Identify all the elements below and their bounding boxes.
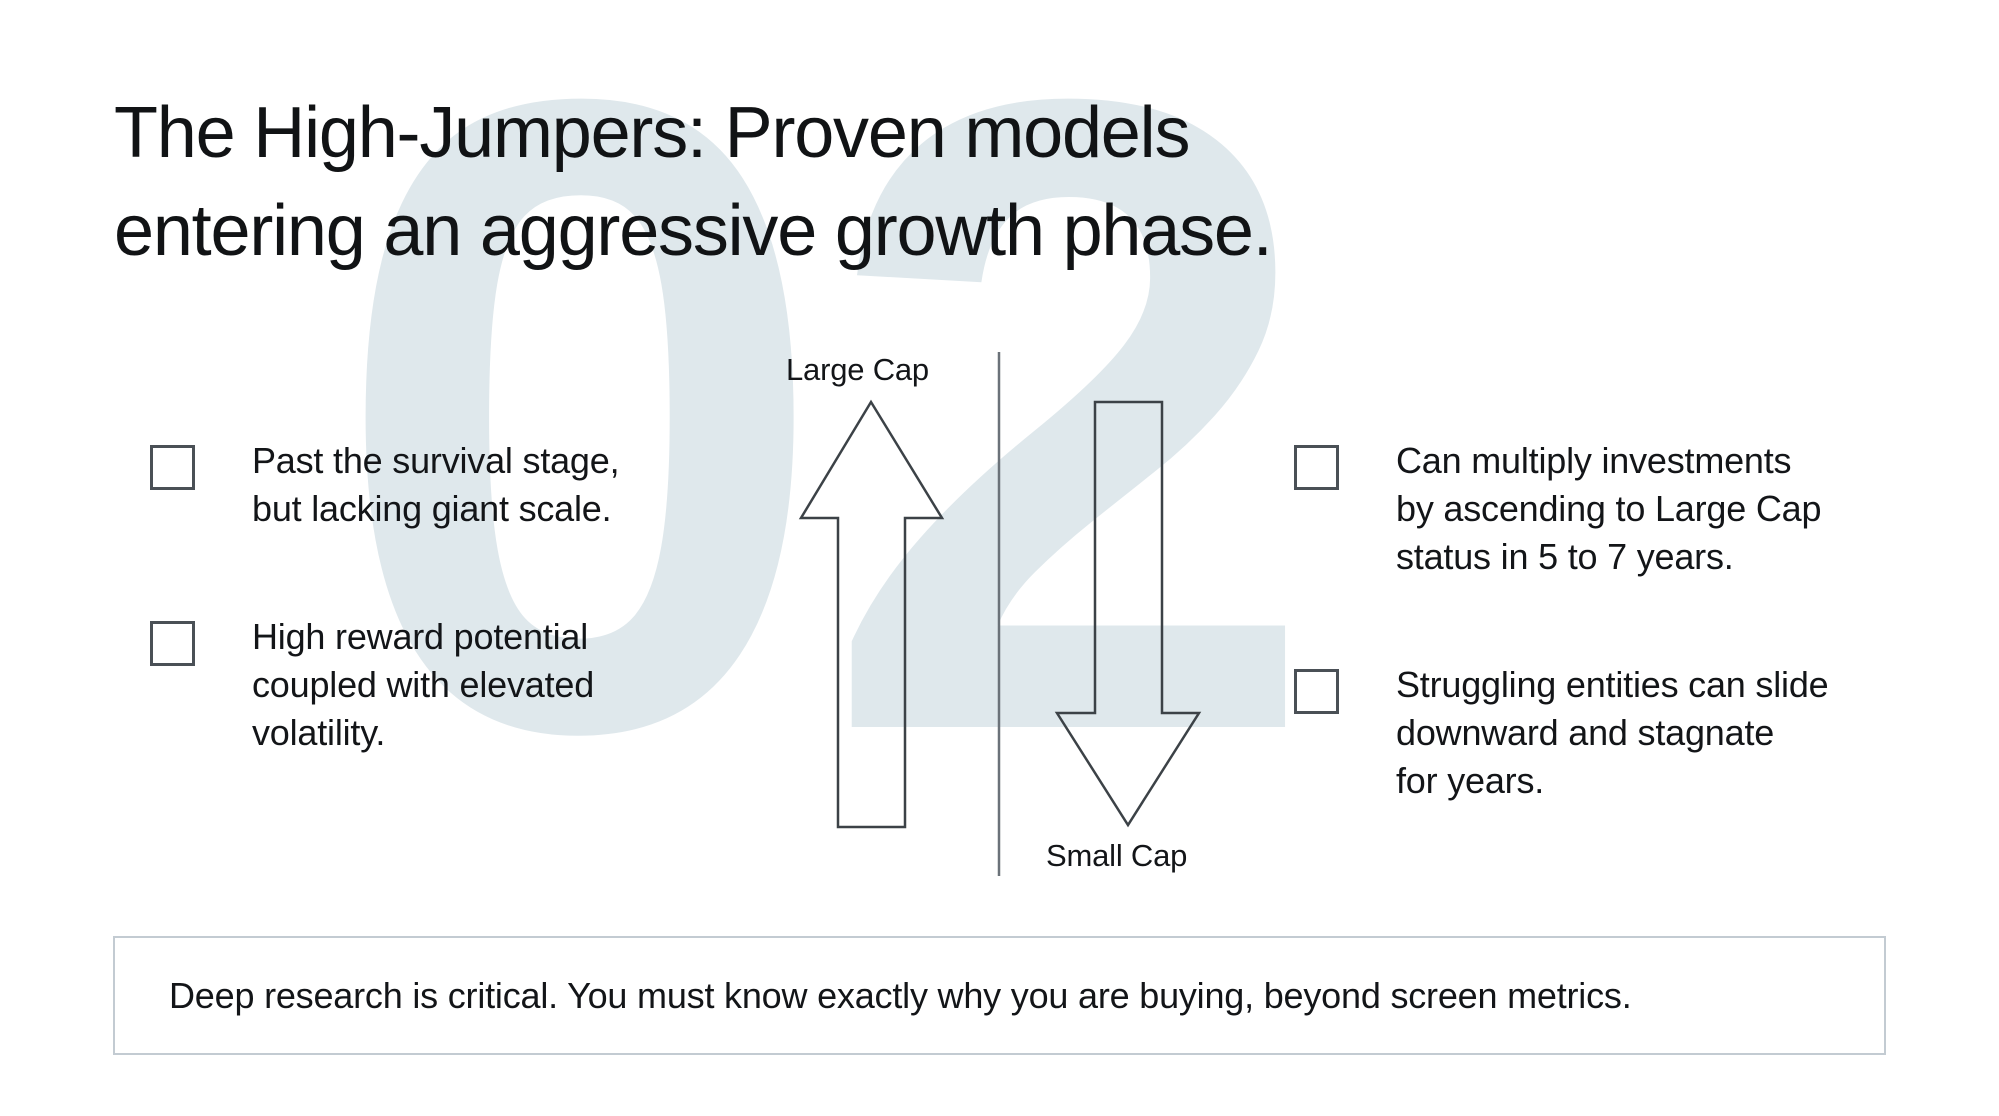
page-title-line-1: The High-Jumpers: Proven models — [114, 93, 1190, 173]
left-bullet-list: Past the survival stage, but lacking gia… — [150, 437, 710, 757]
list-item[interactable]: High reward potential coupled with eleva… — [150, 613, 710, 757]
checkbox-icon[interactable] — [1294, 445, 1339, 490]
down-arrow-icon — [1054, 400, 1202, 828]
large-cap-label: Large Cap — [786, 352, 929, 387]
list-item-label: Can multiply investments by ascending to… — [1396, 440, 1822, 577]
small-cap-label: Small Cap — [1046, 838, 1188, 873]
cap-movement-diagram — [760, 340, 1270, 890]
right-bullet-list: Can multiply investments by ascending to… — [1294, 437, 1874, 805]
page-title: The High-Jumpers: Proven models entering… — [114, 84, 1814, 280]
list-item[interactable]: Can multiply investments by ascending to… — [1294, 437, 1874, 581]
checkbox-icon[interactable] — [150, 621, 195, 666]
list-item-label: Struggling entities can slide downward a… — [1396, 664, 1829, 801]
list-item[interactable]: Past the survival stage, but lacking gia… — [150, 437, 710, 533]
checkbox-icon[interactable] — [1294, 669, 1339, 714]
page-title-line-2: entering an aggressive growth phase. — [114, 191, 1273, 271]
checkbox-icon[interactable] — [150, 445, 195, 490]
up-arrow-icon — [798, 399, 945, 829]
list-item-label: Past the survival stage, but lacking gia… — [252, 440, 620, 529]
list-item[interactable]: Struggling entities can slide downward a… — [1294, 661, 1874, 805]
footer-callout-text: Deep research is critical. You must know… — [169, 974, 1632, 1016]
footer-callout: Deep research is critical. You must know… — [113, 936, 1886, 1055]
list-item-label: High reward potential coupled with eleva… — [252, 616, 595, 753]
